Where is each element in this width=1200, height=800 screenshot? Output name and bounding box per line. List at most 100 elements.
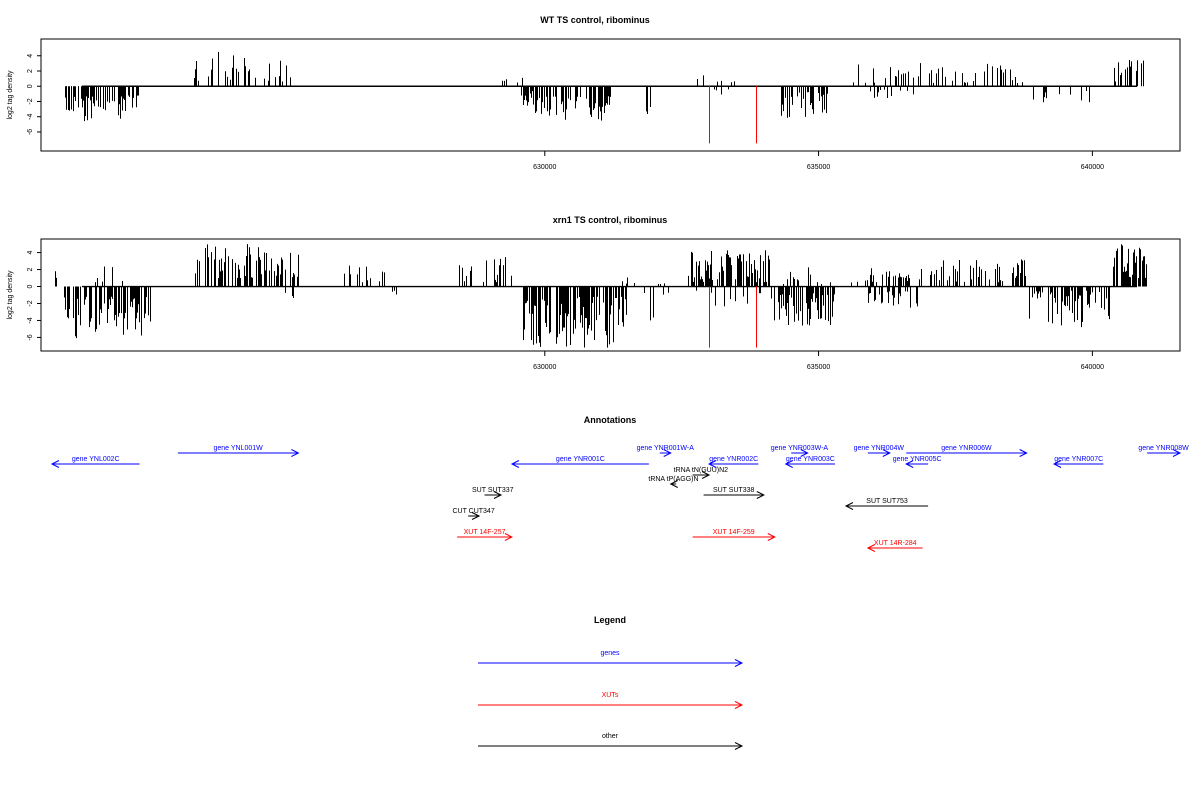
- axes: -6 -4 -2 0 2 4 630000 635000 640000: [27, 54, 1104, 171]
- arrow-head: [784, 460, 793, 468]
- annotation-feature: gene YNL002C: [50, 456, 140, 468]
- y-tick-label: -2: [27, 300, 34, 306]
- annotation-feature: tRNA tN(GUU)N2: [674, 467, 729, 479]
- feature-label: gene YNR005C: [893, 456, 942, 463]
- feature-label: gene YNR008W: [1138, 445, 1189, 452]
- annotation-feature: CUT CUT347: [452, 508, 495, 520]
- feature-label: gene YNL002C: [72, 456, 120, 463]
- feature-label: gene YNR007C: [1054, 456, 1103, 463]
- arrow-head: [669, 480, 678, 488]
- y-tick-label: 0: [27, 284, 34, 288]
- axes: -6 -4 -2 0 2 4 630000 635000 640000: [27, 251, 1104, 371]
- x-tick-label: 630000: [533, 364, 556, 371]
- arrow-head: [291, 449, 300, 457]
- arrow-head: [734, 742, 744, 750]
- feature-label: tRNA tP(AGG)N: [648, 476, 698, 483]
- arrow-head: [663, 449, 672, 457]
- annotation-feature: XUT 14F-257: [457, 529, 514, 541]
- arrow-head: [1172, 449, 1182, 457]
- feature-label: XUT 14F-257: [464, 529, 506, 536]
- annotation-feature: gene YNR007C: [1052, 456, 1104, 468]
- annotations-title: Annotations: [584, 415, 637, 425]
- feature-label: XUT 14R-284: [874, 540, 917, 547]
- annotation-feature: SUT SUT337: [472, 487, 514, 499]
- panel-title: WT TS control, ribominus: [540, 15, 650, 25]
- signal-bars: [65, 51, 1144, 144]
- annotation-feature: SUT SUT753: [844, 498, 929, 510]
- arrow-head: [510, 460, 520, 468]
- annotation-feature: gene YNR005C: [893, 456, 942, 468]
- legend-entry: other: [478, 733, 744, 750]
- feature-label: gene YNR003C: [786, 456, 835, 463]
- arrow-head: [734, 701, 744, 709]
- legend-entry: genes: [478, 650, 744, 667]
- legend-title: Legend: [594, 615, 626, 625]
- annotation-feature: gene YNR001C: [510, 456, 649, 468]
- feature-label: SUT SUT337: [472, 487, 514, 494]
- annotation-feature: gene YNR002C: [707, 456, 759, 468]
- annotation-feature: gene YNR001W-A: [637, 445, 695, 457]
- arrow-head: [1052, 460, 1062, 468]
- annotation-feature: gene YNR006W: [906, 445, 1028, 457]
- feature-label: gene YNR003W-A: [771, 445, 829, 452]
- feature-label: XUT 14F-259: [713, 529, 755, 536]
- arrow-head: [493, 491, 503, 499]
- signal-bars: [55, 244, 1147, 348]
- arrow-head: [707, 460, 717, 468]
- feature-label: tRNA tN(GUU)N2: [674, 467, 729, 474]
- panel-wt: WT TS control, ribominus log2 tag densit…: [7, 15, 1181, 171]
- y-tick-label: -4: [27, 114, 34, 120]
- x-tick-label: 630000: [533, 164, 556, 171]
- y-tick-label: -6: [27, 334, 34, 340]
- feature-label: gene YNR006W: [941, 445, 992, 452]
- annotation-feature: gene YNL001W: [177, 445, 300, 457]
- x-tick-label: 640000: [1081, 364, 1104, 371]
- legend-entries: genes XUTs other: [478, 650, 744, 750]
- arrow-head: [734, 659, 744, 667]
- feature-label: SUT SUT753: [866, 498, 908, 505]
- arrow-head: [1019, 449, 1028, 457]
- arrow-head: [471, 512, 481, 520]
- legend-label: XUTs: [602, 692, 619, 699]
- arrow-head: [504, 533, 514, 541]
- annotation-items: gene YNL002C gene YNL001W gene YNR001C gene…: [50, 445, 1189, 552]
- feature-label: SUT SUT338: [713, 487, 755, 494]
- y-tick-label: 0: [27, 84, 34, 88]
- legend-label: genes: [600, 650, 620, 657]
- arrow-head: [50, 460, 60, 468]
- y-tick-label: -6: [27, 129, 34, 135]
- panel-title: xrn1 TS control, ribominus: [553, 215, 668, 225]
- feature-label: gene YNR004W: [854, 445, 905, 452]
- arrow-head: [844, 502, 854, 510]
- feature-label: gene YNR001C: [556, 456, 605, 463]
- legend-entry: XUTs: [478, 692, 744, 709]
- legend-label: other: [602, 733, 619, 740]
- plot-frame: [40, 238, 1181, 352]
- y-tick-label: -4: [27, 317, 34, 323]
- feature-label: gene YNL001W: [213, 445, 263, 452]
- x-tick-label: 635000: [807, 164, 830, 171]
- arrow-head: [882, 449, 891, 457]
- arrow-head: [800, 449, 809, 457]
- y-tick-label: 4: [27, 54, 34, 58]
- annotation-feature: XUT 14R-284: [866, 540, 923, 552]
- x-tick-label: 635000: [807, 364, 830, 371]
- feature-label: gene YNR001W-A: [637, 445, 695, 452]
- arrow-head: [905, 460, 914, 468]
- annotation-feature: SUT SUT338: [703, 487, 765, 499]
- arrow-head: [756, 491, 765, 499]
- feature-label: gene YNR002C: [709, 456, 758, 463]
- y-tick-label: 4: [27, 251, 34, 255]
- annotation-feature: XUT 14F-259: [692, 529, 776, 541]
- annotation-feature: gene YNR004W: [854, 445, 905, 457]
- annotation-feature: tRNA tP(AGG)N: [648, 476, 699, 488]
- plot-frame: [40, 38, 1181, 152]
- feature-label: CUT CUT347: [452, 508, 494, 515]
- y-tick-label: 2: [27, 267, 34, 271]
- y-tick-label: 2: [27, 69, 34, 73]
- y-axis-label: log2 tag density: [7, 270, 14, 320]
- arrow-head: [767, 533, 776, 541]
- panel-xrn1: xrn1 TS control, ribominus log2 tag dens…: [7, 215, 1181, 371]
- legend: Legend genes XUTs other: [478, 615, 744, 750]
